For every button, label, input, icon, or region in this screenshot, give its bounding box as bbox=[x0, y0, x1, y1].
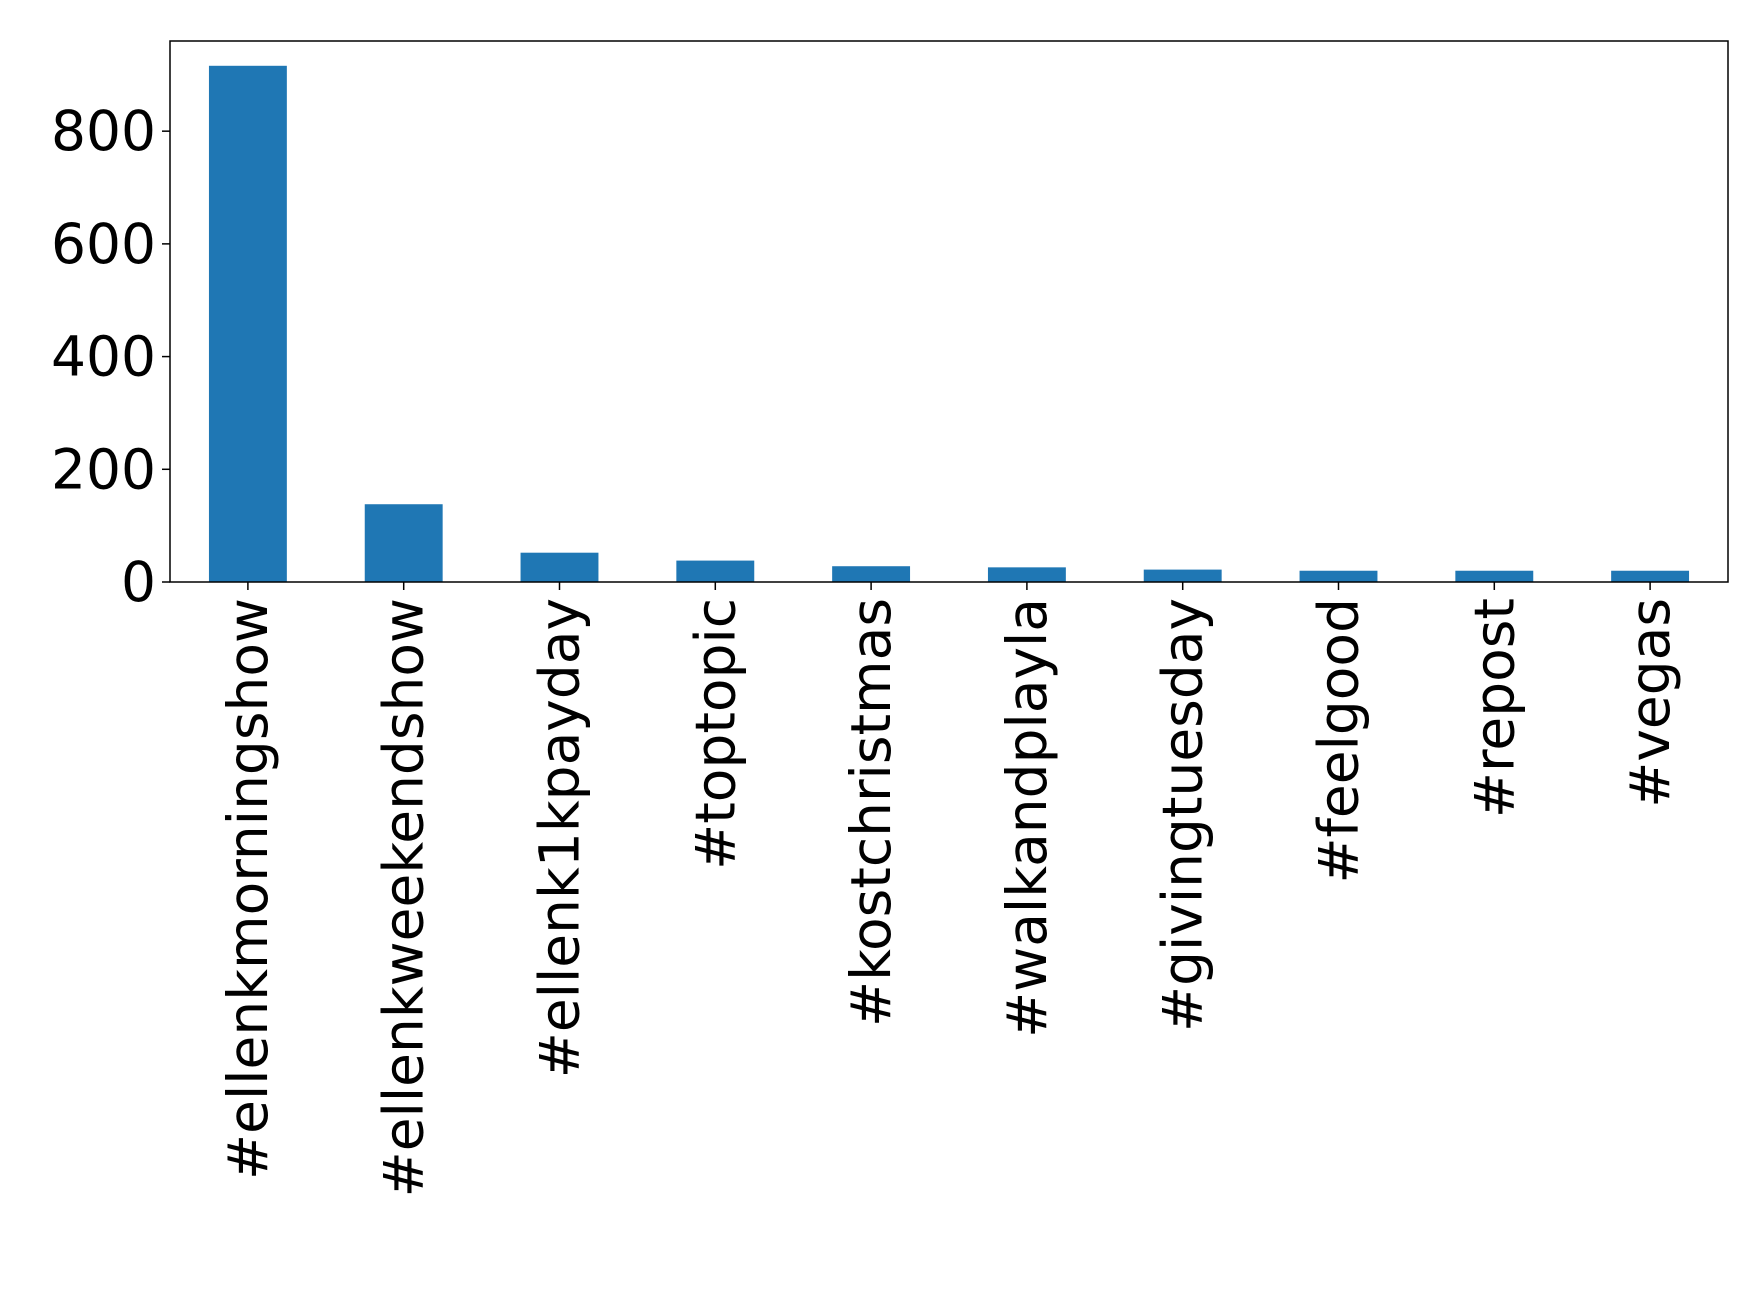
y-tick-label: 200 bbox=[51, 437, 156, 501]
y-tick-label: 600 bbox=[51, 212, 156, 276]
y-tick-label: 800 bbox=[51, 99, 156, 163]
x-tick-label: #walkandplayla bbox=[995, 598, 1059, 1038]
bar bbox=[987, 567, 1066, 582]
x-tick-label: #ellenk1kpayday bbox=[528, 598, 592, 1078]
bar bbox=[1611, 570, 1690, 582]
y-tick-label: 400 bbox=[51, 325, 156, 389]
x-tick-label: #vegas bbox=[1618, 598, 1682, 808]
x-tick-label: #givingtuesday bbox=[1151, 598, 1215, 1032]
bar bbox=[832, 566, 911, 582]
bar bbox=[1143, 569, 1222, 582]
bar bbox=[1455, 570, 1534, 582]
plot-frame bbox=[169, 40, 1729, 583]
y-tick-label: 0 bbox=[121, 550, 156, 614]
x-tick-label: #toptopic bbox=[683, 598, 747, 870]
bar bbox=[208, 65, 287, 582]
x-tick-label: #ellenkmorningshow bbox=[216, 598, 280, 1180]
bar bbox=[1299, 570, 1378, 582]
bar bbox=[364, 504, 443, 582]
x-tick-label: #feelgood bbox=[1307, 598, 1371, 884]
bar bbox=[520, 552, 599, 582]
bar bbox=[676, 560, 755, 582]
x-tick-label: #kostchristmas bbox=[839, 598, 903, 1027]
x-tick-label: #ellenkweekendshow bbox=[372, 598, 436, 1197]
x-tick-label: #repost bbox=[1462, 598, 1526, 818]
